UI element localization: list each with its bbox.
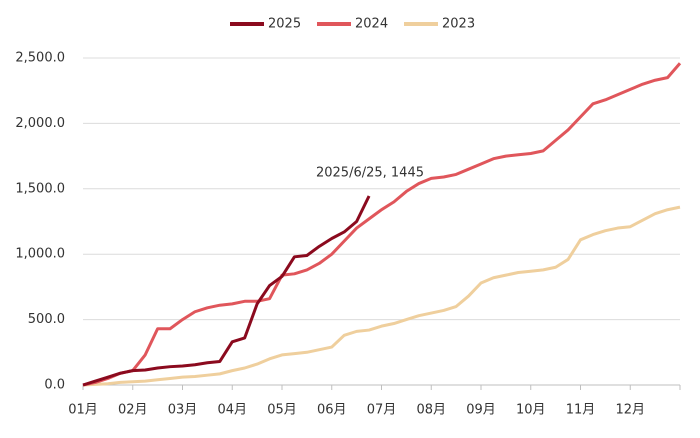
x-tick-label: 11月 — [566, 403, 596, 418]
x-tick-label: 02月 — [118, 403, 148, 418]
x-tick-label: 01月 — [68, 403, 98, 418]
legend-label: 2024 — [355, 17, 388, 32]
x-tick-label: 06月 — [317, 403, 347, 418]
series-line — [82, 205, 681, 387]
y-tick-label: 500.0 — [28, 312, 65, 327]
y-tick-label: 1,000.0 — [15, 247, 65, 262]
x-tick-label: 07月 — [367, 403, 397, 418]
legend-label: 2023 — [442, 17, 475, 32]
y-tick-label: 2,000.0 — [15, 116, 65, 131]
series-line — [82, 62, 682, 387]
x-tick-label: 12月 — [615, 403, 645, 418]
y-tick-label: 1,500.0 — [15, 181, 65, 196]
y-tick-label: 2,500.0 — [15, 51, 65, 66]
legend-label: 2025 — [268, 17, 301, 32]
annotation: 2025/6/25, 1445 — [316, 166, 424, 181]
y-tick-label: 0.0 — [44, 378, 65, 393]
x-tick-label: 08月 — [416, 403, 446, 418]
x-tick-label: 10月 — [516, 403, 546, 418]
x-tick-label: 03月 — [168, 403, 198, 418]
x-tick-label: 05月 — [267, 403, 297, 418]
x-tick-label: 04月 — [217, 403, 247, 418]
series-line — [82, 195, 371, 387]
x-tick-label: 09月 — [466, 403, 496, 418]
